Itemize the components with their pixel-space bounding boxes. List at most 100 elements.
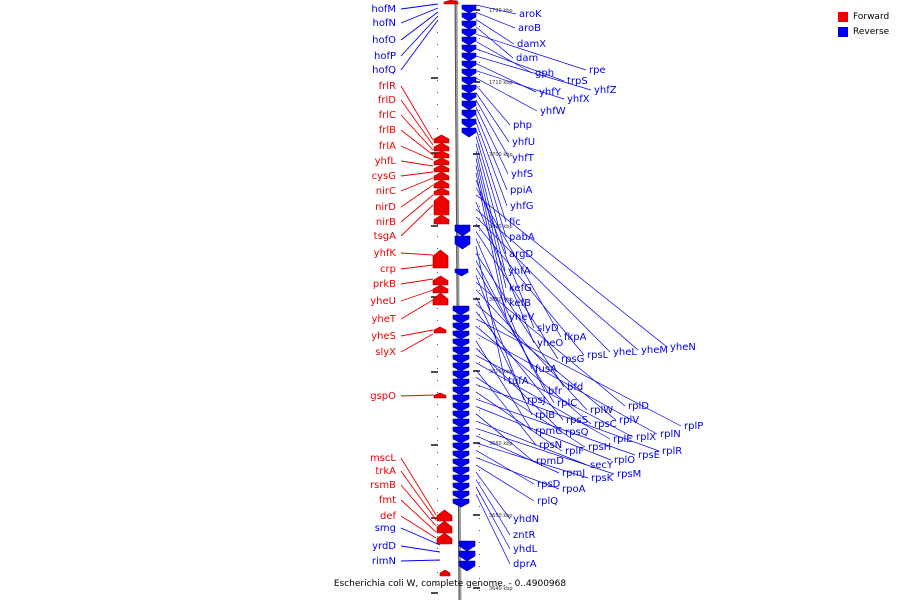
track-dot: [479, 458, 480, 459]
track-dot: [479, 338, 480, 339]
track-dot: [479, 98, 480, 99]
label-leader: [475, 70, 565, 100]
gene-label-rplE: rplE: [613, 434, 633, 445]
gene-label-aroK: aroK: [519, 9, 542, 20]
track-dot: [479, 410, 480, 411]
legend-reverse-label: Reverse: [853, 26, 890, 37]
label-leader: [400, 160, 434, 167]
gene-label-damX: damX: [517, 39, 546, 50]
label-leader: [475, 128, 507, 223]
track-dot: [479, 590, 480, 591]
gene-label-yhfZ: yhfZ: [594, 85, 617, 96]
track-dot: [479, 134, 480, 135]
gene-label-frlC: frlC: [379, 110, 396, 121]
label-leader: [475, 369, 537, 446]
gene-label-mscL: mscL: [370, 453, 396, 464]
track-dot: [479, 542, 480, 543]
gene-label-ppiA: ppiA: [510, 185, 532, 196]
track-dot: [479, 230, 480, 231]
gene-label-rplQ: rplQ: [537, 496, 558, 507]
gene-label-rplO: rplO: [614, 455, 635, 466]
gene-label-prkB: prkB: [373, 279, 396, 290]
gene-forward: [433, 164, 450, 173]
label-leader: [475, 223, 585, 356]
track-dot: [437, 572, 438, 573]
tick-label: 3680 kbp: [489, 297, 513, 303]
track-dot: [479, 554, 480, 555]
label-leader: [475, 143, 507, 255]
gene-forward: [432, 284, 449, 294]
gene-forward: [433, 142, 450, 152]
track-dot: [479, 362, 480, 363]
track-dot: [437, 368, 438, 369]
gene-forward: [433, 179, 450, 189]
label-leader: [400, 559, 441, 562]
label-leader: [475, 158, 507, 289]
gene-reverse: [461, 4, 477, 14]
gene-label-rpsN: rpsN: [539, 440, 562, 451]
gene-reverse: [452, 490, 470, 500]
gene-label-yheU: yheU: [370, 296, 396, 307]
track-dot: [479, 350, 480, 351]
label-leader: [400, 499, 437, 533]
track-dot: [437, 152, 438, 153]
gene-label-yheS: yheS: [371, 331, 396, 342]
label-leader: [400, 329, 434, 337]
gene-label-yhfW: yhfW: [540, 106, 566, 117]
track-dot: [479, 50, 480, 51]
gene-reverse: [452, 482, 470, 492]
label-leader: [400, 289, 434, 302]
gene-reverse: [452, 362, 470, 372]
tick-label: 1710 kbp: [489, 80, 513, 86]
track-dot: [437, 416, 438, 417]
label-leader: [475, 136, 507, 238]
gene-reverse: [461, 92, 477, 102]
gene-reverse: [452, 354, 470, 364]
gene-label-slyX: slyX: [375, 347, 396, 358]
track-dot: [479, 434, 480, 435]
gene-forward: [433, 326, 447, 334]
gene-label-yheV: yheV: [509, 312, 534, 323]
track-dot: [437, 476, 438, 477]
gene-reverse: [461, 36, 477, 46]
gene-reverse: [458, 550, 476, 562]
label-leader: [475, 216, 611, 353]
gene-label-nirC: nirC: [376, 186, 396, 197]
gene-label-hofO: hofO: [372, 35, 396, 46]
gene-label-rplP: rplP: [684, 421, 703, 432]
gene-label-rpsQ: rpsQ: [565, 427, 589, 438]
track-dot: [437, 188, 438, 189]
track-dot: [479, 158, 480, 159]
gene-reverse: [458, 560, 476, 572]
gene-label-rplD: rplD: [628, 401, 649, 412]
track-dot: [437, 80, 438, 81]
gene-reverse: [452, 442, 470, 452]
track-dot: [479, 518, 480, 519]
label-leader: [475, 201, 535, 344]
track-dot: [479, 254, 480, 255]
label-leader: [475, 486, 511, 550]
label-leader: [400, 15, 439, 57]
track-dot: [479, 242, 480, 243]
gene-label-nirB: nirB: [376, 217, 396, 228]
gene-forward: [432, 292, 449, 306]
label-leader: [475, 471, 511, 520]
gene-label-yheM: yheM: [641, 345, 668, 356]
track-dot: [437, 128, 438, 129]
label-leader: [475, 428, 615, 475]
track-dot: [479, 302, 480, 303]
gene-label-tufA: tufA: [508, 376, 529, 387]
gene-forward: [436, 509, 453, 522]
label-leader: [475, 114, 508, 191]
gene-label-rpmD: rpmD: [536, 456, 564, 467]
gene-label-def: def: [380, 511, 397, 522]
label-leader: [475, 340, 533, 432]
track-dot: [437, 224, 438, 225]
label-leader: [400, 545, 441, 553]
label-leader: [475, 55, 592, 91]
track-dot: [437, 512, 438, 513]
gene-label-yheN: yheN: [670, 342, 696, 353]
label-leader: [475, 282, 626, 407]
label-leader: [475, 121, 508, 207]
caption: Escherichia coli W, complete genome. - 0…: [333, 579, 567, 589]
